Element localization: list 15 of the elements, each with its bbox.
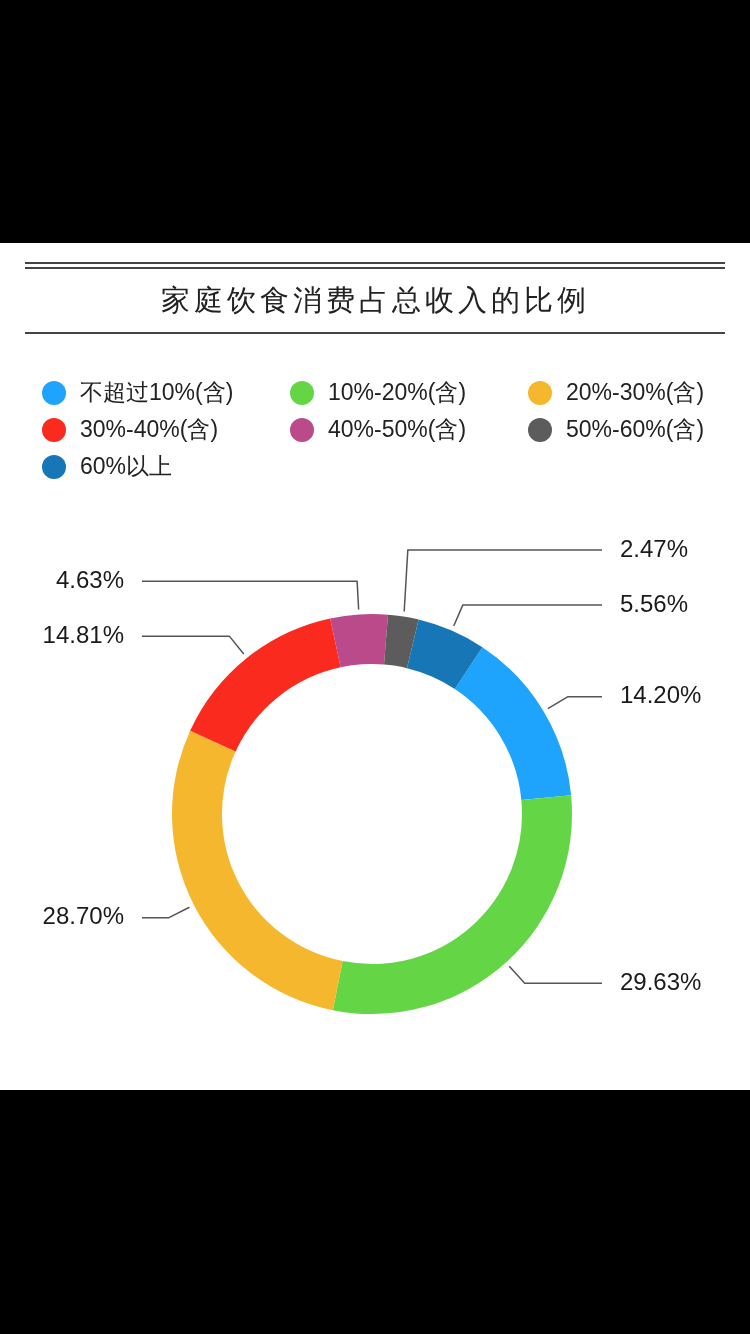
legend-label: 不超过10%(含) — [80, 378, 234, 407]
legend-label: 10%-20%(含) — [328, 378, 467, 407]
legend-label: 50%-60%(含) — [566, 415, 705, 444]
data-label: 14.20% — [620, 681, 702, 709]
data-label: 4.63% — [55, 565, 124, 593]
chart-title: 家庭饮食消费占总收入的比例 — [159, 283, 591, 318]
legend-label: 20%-30%(含) — [566, 378, 705, 407]
legend-label: 30%-40%(含) — [80, 415, 219, 444]
legend-label: 60%以上 — [80, 452, 173, 481]
data-label: 29.63% — [620, 967, 702, 995]
legend-label: 40%-50%(含) — [328, 415, 467, 444]
data-label: 28.70% — [42, 902, 124, 930]
data-label: 2.47% — [620, 534, 689, 562]
data-label: 5.56% — [620, 589, 689, 617]
data-label: 14.81% — [42, 620, 124, 648]
